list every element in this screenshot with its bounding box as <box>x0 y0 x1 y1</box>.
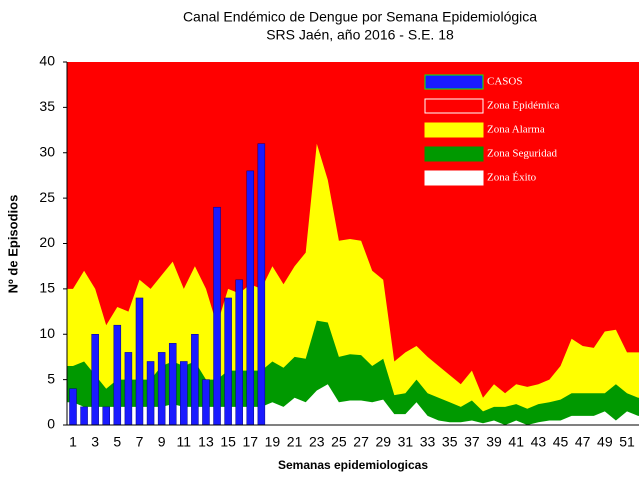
x-tick-label: 15 <box>220 434 236 450</box>
x-tick-label: 9 <box>158 434 166 450</box>
legend-label: Zona Éxito <box>487 172 537 184</box>
x-tick-label: 25 <box>331 434 347 450</box>
legend-swatch <box>424 98 484 114</box>
x-axis-label: Semanas epidemiologicas <box>278 458 428 472</box>
y-tick-label: 25 <box>39 189 55 205</box>
bar <box>202 379 210 426</box>
bar <box>191 334 199 426</box>
x-tick-label: 35 <box>442 434 458 450</box>
bar <box>257 143 266 426</box>
y-tick-label: 20 <box>39 234 55 250</box>
bar <box>157 352 166 426</box>
x-tick-label: 13 <box>198 434 214 450</box>
x-tick-label: 41 <box>508 434 524 450</box>
x-tick-label: 27 <box>353 434 369 450</box>
legend-swatch <box>424 74 484 90</box>
legend-label: Zona Epidémica <box>487 100 560 112</box>
chart-title: Canal Endémico de Dengue por Semana Epid… <box>183 9 537 25</box>
bar <box>69 388 77 426</box>
y-tick-label: 30 <box>39 143 55 159</box>
bar <box>135 297 144 426</box>
x-tick-label: 51 <box>619 434 635 450</box>
zone-area <box>67 143 639 425</box>
bar <box>235 279 243 426</box>
legend-label: CASOS <box>487 76 522 88</box>
x-tick-label: 1 <box>69 434 77 450</box>
x-tick-label: 7 <box>136 434 144 450</box>
bar <box>168 343 177 426</box>
legend-swatch <box>424 122 484 138</box>
x-tick-label: 49 <box>597 434 613 450</box>
bar <box>146 361 155 426</box>
x-tick-label: 47 <box>575 434 591 450</box>
x-tick-label: 23 <box>309 434 325 450</box>
legend-label: Zona Seguridad <box>487 148 557 160</box>
bar <box>113 324 122 426</box>
y-tick-label: 15 <box>39 280 55 296</box>
bar <box>180 361 188 426</box>
bar <box>246 170 255 426</box>
x-tick-label: 17 <box>242 434 258 450</box>
x-tick-label: 21 <box>287 434 303 450</box>
x-tick-label: 19 <box>265 434 281 450</box>
y-axis-label: Nº de Episodios <box>5 195 20 294</box>
legend-label: Zona Alarma <box>487 124 545 136</box>
x-tick-label: 37 <box>464 434 480 450</box>
x-tick-label: 39 <box>486 434 502 450</box>
y-tick-label: 40 <box>39 53 55 69</box>
y-tick-label: 35 <box>39 98 55 114</box>
x-tick-label: 45 <box>553 434 569 450</box>
y-tick-label: 10 <box>39 325 55 341</box>
bar <box>91 334 99 426</box>
y-tick-label: 5 <box>47 370 55 386</box>
legend-swatch <box>424 146 484 162</box>
bar <box>124 352 133 426</box>
x-tick-label: 43 <box>531 434 547 450</box>
y-tick-label: 0 <box>47 416 55 432</box>
bar <box>102 406 110 426</box>
bar <box>213 206 221 426</box>
chart-subtitle: SRS Jaén, año 2016 - S.E. 18 <box>266 27 454 43</box>
x-tick-label: 33 <box>420 434 436 450</box>
x-tick-label: 31 <box>398 434 414 450</box>
zone-area <box>67 384 639 425</box>
bar <box>224 297 232 426</box>
zone-area <box>67 320 639 425</box>
x-tick-label: 29 <box>375 434 391 450</box>
legend-swatch <box>424 170 484 186</box>
x-tick-label: 11 <box>177 434 192 450</box>
x-tick-label: 3 <box>91 434 99 450</box>
x-tick-label: 5 <box>113 434 121 450</box>
bar <box>80 406 88 426</box>
